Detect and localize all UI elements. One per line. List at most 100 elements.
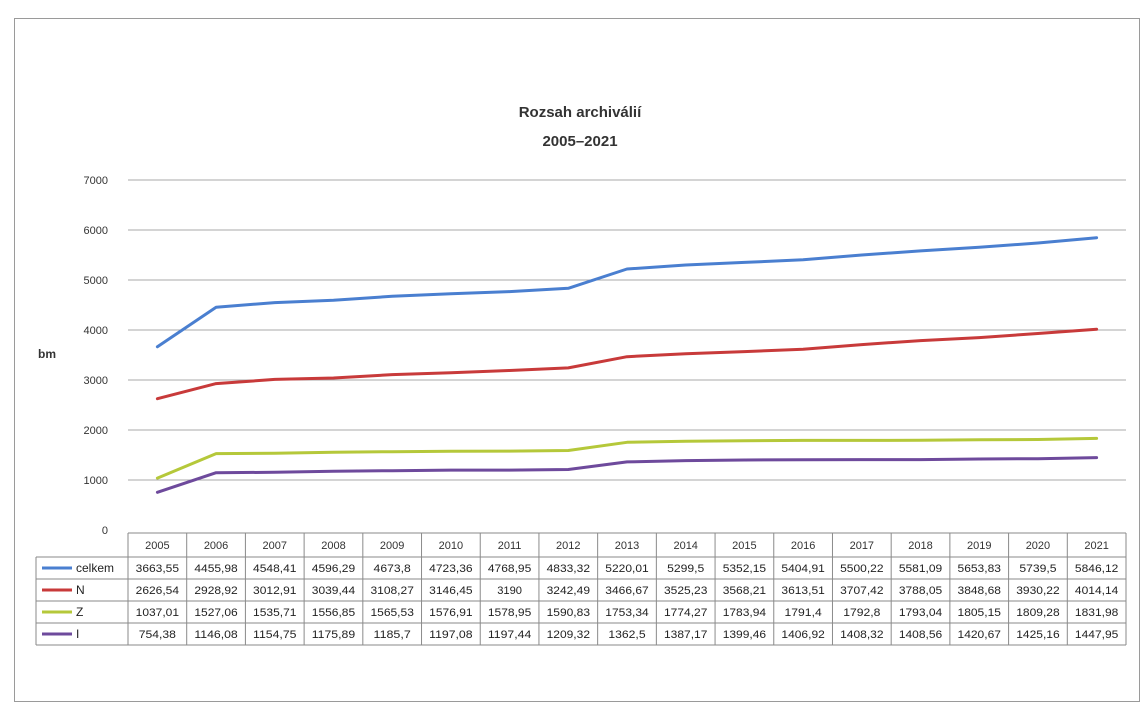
- y-tick-label: 5000: [84, 275, 108, 287]
- x-tick-label: 2014: [673, 540, 697, 552]
- data-label: 1576,91: [429, 607, 472, 619]
- y-tick-label: 0: [102, 525, 108, 537]
- data-label: 4768,95: [488, 563, 531, 575]
- legend-entry: Z: [76, 605, 83, 619]
- data-label: 1590,83: [547, 607, 590, 619]
- data-label: 5846,12: [1075, 563, 1118, 575]
- x-tick-label: 2016: [791, 540, 815, 552]
- data-label: 1197,08: [429, 629, 472, 641]
- data-label: 4455,98: [194, 563, 237, 575]
- series-line-celkem: [155, 236, 1099, 349]
- y-tick-label: 2000: [84, 425, 108, 437]
- data-label: 5352,15: [723, 563, 766, 575]
- data-label: 1425,16: [1016, 629, 1059, 641]
- data-label: 5220,01: [605, 563, 648, 575]
- legend-entry: I: [76, 627, 79, 641]
- data-label: 1792,8: [843, 607, 880, 619]
- y-tick-label: 6000: [84, 225, 108, 237]
- data-label: 1783,94: [723, 607, 766, 619]
- data-label: 1793,04: [899, 607, 942, 619]
- data-label: 754,38: [139, 629, 176, 641]
- data-label: 1556,85: [312, 607, 355, 619]
- data-label: 4673,8: [374, 563, 411, 575]
- data-label: 1408,32: [840, 629, 883, 641]
- x-tick-label: 2017: [850, 540, 874, 552]
- x-tick-label: 2011: [498, 540, 522, 552]
- data-label: 1805,15: [958, 607, 1001, 619]
- data-label: 2626,54: [136, 585, 179, 597]
- data-label: 4014,14: [1075, 585, 1118, 597]
- data-label: 4596,29: [312, 563, 355, 575]
- x-tick-label: 2020: [1026, 540, 1050, 552]
- y-tick-label: 4000: [84, 325, 108, 337]
- data-label: 3707,42: [840, 585, 883, 597]
- data-label: 5500,22: [840, 563, 883, 575]
- data-label: 5581,09: [899, 563, 942, 575]
- x-tick-label: 2007: [263, 540, 287, 552]
- data-label: 3012,91: [253, 585, 296, 597]
- data-label: 3568,21: [723, 585, 766, 597]
- data-label: 1809,28: [1016, 607, 1059, 619]
- data-label: 5404,91: [781, 563, 824, 575]
- data-label: 1209,32: [547, 629, 590, 641]
- series-line-z: [155, 436, 1099, 480]
- y-tick-label: 7000: [84, 175, 108, 187]
- series-line-i: [155, 456, 1099, 494]
- data-label: 1420,67: [958, 629, 1001, 641]
- data-label: 1387,17: [664, 629, 707, 641]
- data-label: 3466,67: [605, 585, 648, 597]
- legend-entry: celkem: [76, 561, 114, 575]
- data-label: 1146,08: [194, 629, 237, 641]
- data-label: 1362,5: [608, 629, 645, 641]
- x-tick-label: 2018: [908, 540, 932, 552]
- data-label: 4723,36: [429, 563, 472, 575]
- x-tick-label: 2005: [145, 540, 169, 552]
- data-label: 3525,23: [664, 585, 707, 597]
- data-label: 3242,49: [547, 585, 590, 597]
- data-label: 3108,27: [370, 585, 413, 597]
- data-label: 4548,41: [253, 563, 296, 575]
- x-tick-label: 2021: [1084, 540, 1108, 552]
- x-tick-label: 2015: [732, 540, 756, 552]
- data-label: 1527,06: [194, 607, 237, 619]
- data-label: 4833,32: [547, 563, 590, 575]
- data-label: 1037,01: [136, 607, 179, 619]
- data-label: 1154,75: [253, 629, 296, 641]
- data-label: 1185,7: [374, 629, 411, 641]
- chart-frame: [14, 18, 1140, 702]
- data-label: 3146,45: [429, 585, 472, 597]
- chart-title: Rozsah archiválií: [519, 104, 642, 121]
- data-label: 1447,95: [1075, 629, 1118, 641]
- chart-subtitle: 2005–2021: [542, 133, 617, 150]
- y-tick-label: 3000: [84, 375, 108, 387]
- x-tick-label: 2012: [556, 540, 580, 552]
- x-tick-label: 2019: [967, 540, 991, 552]
- data-label: 5739,5: [1019, 563, 1056, 575]
- data-label: 5299,5: [667, 563, 704, 575]
- data-label: 3039,44: [312, 585, 355, 597]
- data-label: 1408,56: [899, 629, 942, 641]
- x-tick-label: 2009: [380, 540, 404, 552]
- data-label: 1753,34: [605, 607, 648, 619]
- data-label: 1399,46: [723, 629, 766, 641]
- data-label: 2928,92: [194, 585, 237, 597]
- x-tick-label: 2013: [615, 540, 639, 552]
- x-tick-label: 2006: [204, 540, 228, 552]
- data-label: 1831,98: [1075, 607, 1118, 619]
- data-label: 1565,53: [370, 607, 413, 619]
- data-label: 1535,71: [253, 607, 296, 619]
- data-label: 1197,44: [488, 629, 531, 641]
- data-label: 5653,83: [958, 563, 1001, 575]
- y-tick-label: 1000: [84, 475, 108, 487]
- data-label: 3930,22: [1016, 585, 1059, 597]
- data-label: 3613,51: [781, 585, 824, 597]
- data-table: 2005 2006 2007 2008 2009 2010 2011 2012 2013 2014…: [35, 532, 1127, 646]
- data-label: 1578,95: [488, 607, 531, 619]
- x-tick-label: 2008: [321, 540, 345, 552]
- data-label: 3848,68: [958, 585, 1001, 597]
- data-label: 1406,92: [781, 629, 824, 641]
- data-label: 3190: [497, 585, 522, 597]
- y-axis-label: bm: [38, 347, 56, 361]
- data-label: 3788,05: [899, 585, 942, 597]
